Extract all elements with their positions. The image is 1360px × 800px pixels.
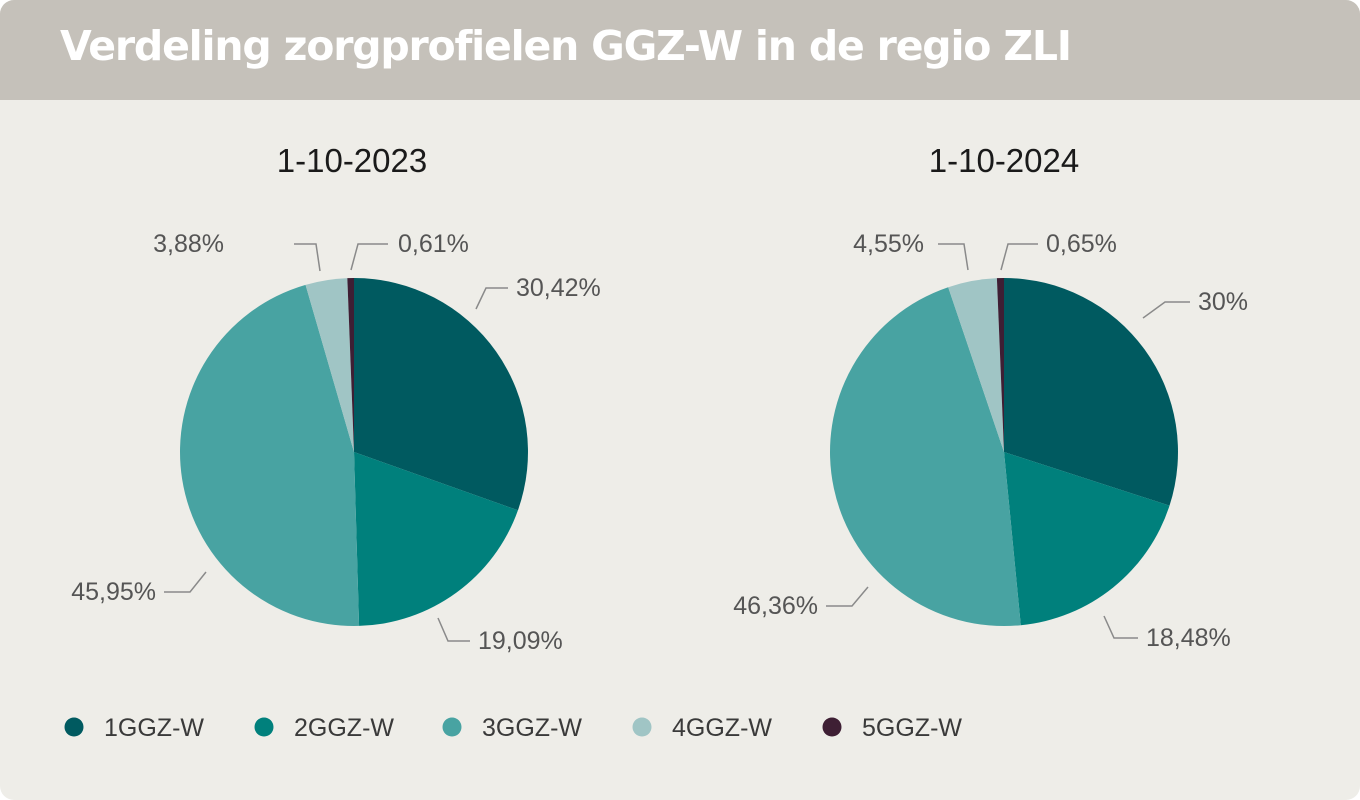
leader-line bbox=[1142, 301, 1190, 319]
pie-2: 1-10-2024 30% 18,48% 46,36% 4,55% 0,65% bbox=[733, 142, 1248, 652]
data-label: 4,55% bbox=[853, 230, 924, 258]
pie-title: 1-10-2024 bbox=[929, 142, 1079, 179]
pie-slice-4ggz-w bbox=[305, 278, 354, 452]
data-label: 18,48% bbox=[1146, 624, 1231, 652]
legend: 1GGZ-W 2GGZ-W 3GGZ-W 4GGZ-W 5GGZ-W bbox=[64, 714, 962, 742]
pie-slice-2ggz-w bbox=[354, 452, 518, 626]
leader-line bbox=[1103, 615, 1138, 639]
pie-slice-5ggz-w bbox=[996, 277, 1004, 452]
pie-slice-2ggz-w bbox=[1004, 452, 1170, 626]
header-bar: Verdeling zorgprofielen GGZ-W in de regi… bbox=[0, 0, 1360, 100]
pie-slice-3ggz-w bbox=[830, 287, 1021, 627]
leader-line bbox=[475, 287, 508, 310]
legend-label: 4GGZ-W bbox=[672, 714, 772, 742]
legend-swatch bbox=[64, 717, 84, 737]
leader-line bbox=[350, 243, 388, 271]
pie-slice-3ggz-w bbox=[180, 284, 360, 627]
legend-label: 3GGZ-W bbox=[482, 714, 582, 742]
data-label: 30% bbox=[1198, 288, 1248, 316]
legend-swatch bbox=[254, 717, 274, 737]
legend-swatch bbox=[632, 717, 652, 737]
legend-swatch bbox=[822, 717, 842, 737]
legend-swatch bbox=[442, 717, 462, 737]
data-label: 46,36% bbox=[733, 592, 818, 620]
data-label: 3,88% bbox=[153, 230, 224, 258]
pie-slice-1ggz-w bbox=[1004, 278, 1178, 506]
data-label: 19,09% bbox=[478, 627, 563, 655]
legend-label: 1GGZ-W bbox=[104, 714, 204, 742]
legend-label: 2GGZ-W bbox=[294, 714, 394, 742]
legend-label: 5GGZ-W bbox=[862, 714, 962, 742]
leader-line bbox=[1000, 243, 1038, 271]
pie-1: 1-10-2023 30,42% 19,09% 45,95% 3,88% 0,61% bbox=[71, 142, 601, 655]
data-label: 0,61% bbox=[398, 230, 469, 258]
leader-line bbox=[826, 586, 869, 607]
pie-slice-4ggz-w bbox=[948, 278, 1004, 452]
pie-slice-5ggz-w bbox=[347, 278, 354, 452]
pie-slice-1ggz-w bbox=[354, 278, 528, 511]
leader-line bbox=[294, 243, 321, 272]
pie-title: 1-10-2023 bbox=[277, 142, 427, 179]
data-label: 30,42% bbox=[516, 274, 601, 302]
page-title: Verdeling zorgprofielen GGZ-W in de regi… bbox=[60, 22, 1072, 70]
data-label: 45,95% bbox=[71, 578, 156, 606]
leader-line bbox=[164, 571, 207, 593]
data-label: 0,65% bbox=[1046, 230, 1117, 258]
leader-line bbox=[938, 243, 969, 271]
leader-line bbox=[437, 617, 470, 642]
